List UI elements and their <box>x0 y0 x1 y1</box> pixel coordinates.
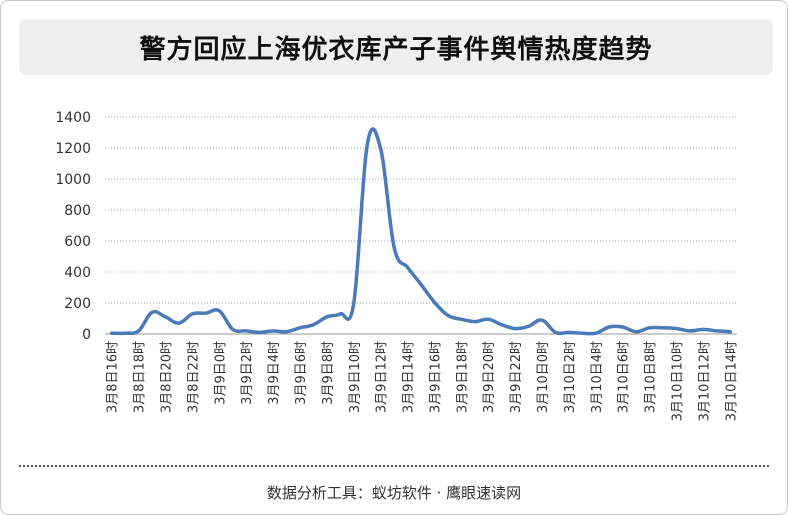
x-tick-label: 3月10日8时 <box>644 341 659 413</box>
x-tick-label: 3月9日0时 <box>213 341 228 405</box>
x-tick-label: 3月10日4时 <box>590 341 605 413</box>
x-tick-label: 3月9日22时 <box>509 341 524 413</box>
x-tick-label: 3月9日8时 <box>321 341 336 405</box>
line-chart: 0 200 400 600 800 1000 1200 1400 3月8日16时 3月8日18时 3… <box>55 110 739 421</box>
x-tick-label: 3月8日18时 <box>133 341 148 413</box>
x-tick-label: 3月9日2时 <box>240 341 255 405</box>
x-tick-label: 3月10日10时 <box>670 341 685 421</box>
x-tick-label: 3月10日0时 <box>536 341 551 413</box>
y-tick-label: 200 <box>64 296 91 312</box>
x-tick-label: 3月9日16时 <box>428 341 443 413</box>
x-tick-label: 3月10日12时 <box>697 341 712 421</box>
y-tick-label: 1400 <box>55 110 91 126</box>
chart-title: 警方回应上海优衣库产子事件舆情热度趋势 <box>139 34 653 65</box>
x-tick-label: 3月9日12时 <box>375 341 390 413</box>
x-tick-label: 3月10日6时 <box>617 341 632 413</box>
y-tick-label: 600 <box>64 234 91 250</box>
footer-divider <box>19 465 769 467</box>
series-line <box>109 127 733 336</box>
x-tick-label: 3月8日22时 <box>186 341 201 413</box>
x-tick-label: 3月9日18时 <box>455 341 470 413</box>
x-tick-label: 3月9日6时 <box>294 341 309 405</box>
y-tick-label: 1200 <box>55 141 91 157</box>
x-tick-label: 3月9日20时 <box>482 341 497 413</box>
y-tick-label: 1000 <box>55 172 91 188</box>
x-tick-label: 3月8日20时 <box>160 341 175 413</box>
title-banner: 警方回应上海优衣库产子事件舆情热度趋势 <box>19 19 773 75</box>
y-tick-label: 0 <box>82 327 91 343</box>
y-tick-label: 400 <box>64 265 91 281</box>
x-tick-label: 3月10日2时 <box>563 341 578 413</box>
x-tick-label: 3月10日14时 <box>724 341 739 421</box>
x-tick-label: 3月8日16时 <box>106 341 121 413</box>
x-tick-label: 3月9日10时 <box>348 341 363 413</box>
y-tick-label: 800 <box>64 203 91 219</box>
footer-source: 数据分析工具：蚁坊软件 · 鹰眼速读网 <box>266 484 522 502</box>
x-tick-label: 3月9日14时 <box>402 341 417 413</box>
x-tick-label: 3月9日4时 <box>267 341 282 405</box>
